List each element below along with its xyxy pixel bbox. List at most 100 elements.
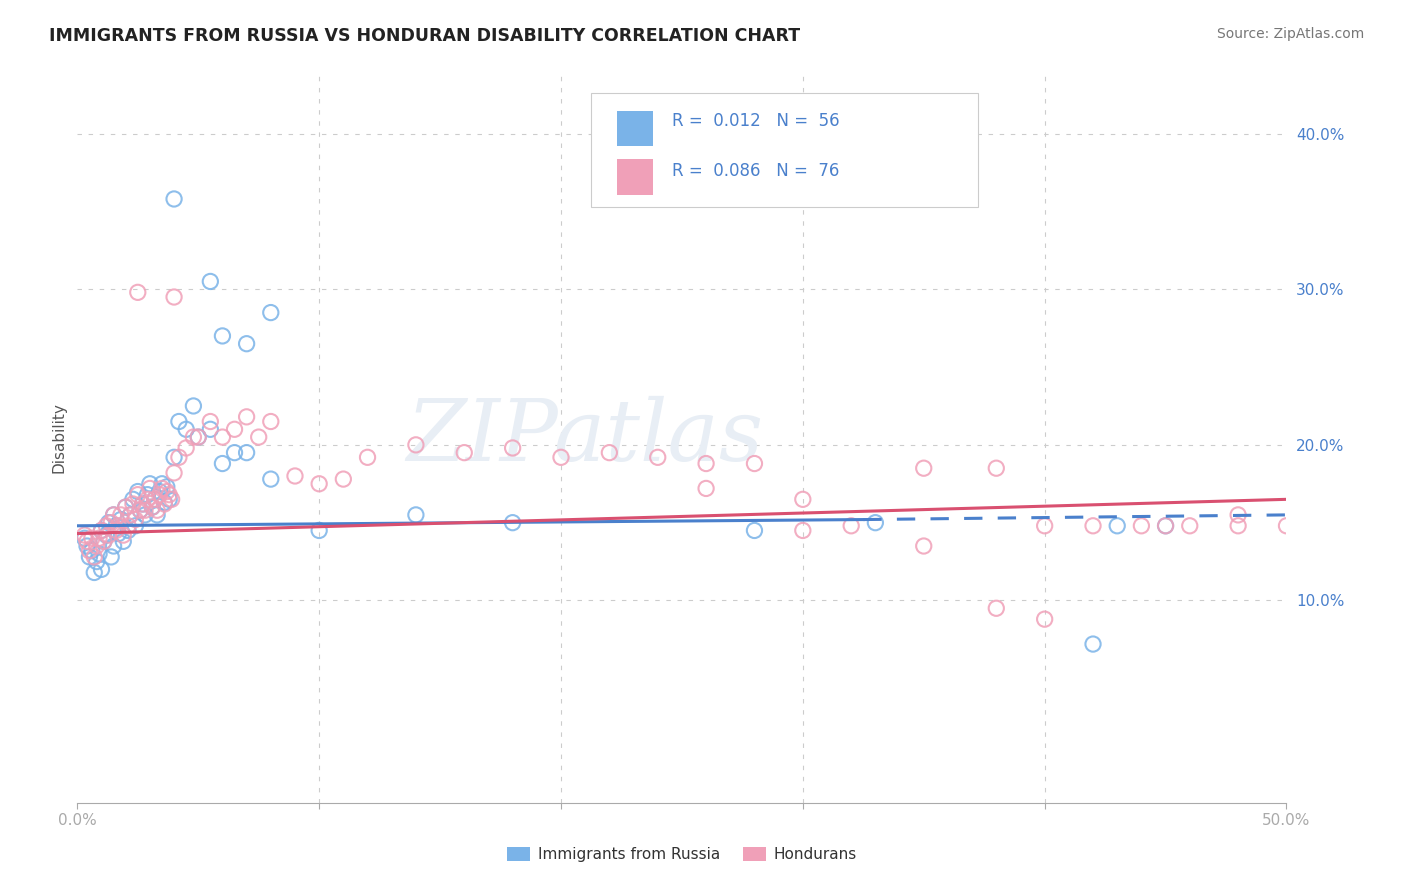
- Point: [76, 539, 98, 553]
- Point: [87, 531, 110, 545]
- Point: [124, 512, 146, 526]
- Point: [146, 508, 169, 522]
- Point: [695, 482, 717, 496]
- Point: [129, 503, 152, 517]
- Point: [260, 415, 283, 429]
- Point: [153, 495, 176, 509]
- Point: [136, 488, 159, 502]
- Point: [356, 450, 378, 465]
- Point: [308, 476, 330, 491]
- Point: [163, 192, 186, 206]
- Point: [839, 518, 862, 533]
- Point: [114, 500, 136, 515]
- Point: [200, 415, 222, 429]
- Point: [308, 524, 330, 538]
- Point: [912, 461, 935, 475]
- Point: [146, 503, 169, 517]
- Point: [96, 518, 118, 533]
- Point: [127, 488, 149, 502]
- Point: [124, 518, 146, 533]
- Point: [1107, 518, 1129, 533]
- Point: [134, 503, 156, 517]
- Point: [260, 472, 283, 486]
- Point: [150, 476, 173, 491]
- Text: R =  0.012   N =  56: R = 0.012 N = 56: [672, 112, 839, 130]
- Point: [73, 531, 96, 545]
- Point: [502, 441, 524, 455]
- Point: [1033, 612, 1056, 626]
- Point: [150, 482, 173, 496]
- Point: [167, 415, 190, 429]
- Point: [1081, 518, 1104, 533]
- Point: [90, 562, 112, 576]
- Point: [235, 409, 257, 424]
- Point: [103, 508, 125, 522]
- Point: [141, 500, 163, 515]
- Point: [183, 399, 205, 413]
- Point: [405, 508, 427, 522]
- Point: [143, 492, 166, 507]
- Y-axis label: Disability: Disability: [51, 401, 66, 473]
- FancyBboxPatch shape: [592, 94, 979, 207]
- Point: [1227, 518, 1250, 533]
- Point: [136, 492, 159, 507]
- Point: [107, 526, 129, 541]
- Point: [122, 492, 145, 507]
- Point: [1130, 518, 1153, 533]
- Point: [550, 450, 572, 465]
- Point: [157, 488, 180, 502]
- Point: [117, 518, 139, 533]
- Legend: Immigrants from Russia, Hondurans: Immigrants from Russia, Hondurans: [501, 841, 863, 868]
- Point: [105, 518, 128, 533]
- Point: [211, 329, 233, 343]
- Point: [97, 516, 120, 530]
- Point: [107, 518, 129, 533]
- Point: [744, 524, 766, 538]
- Point: [157, 492, 180, 507]
- Point: [211, 430, 233, 444]
- Point: [160, 492, 183, 507]
- Point: [260, 305, 283, 319]
- FancyBboxPatch shape: [617, 111, 652, 145]
- Point: [647, 450, 669, 465]
- Point: [97, 528, 120, 542]
- Point: [143, 492, 166, 507]
- Point: [1275, 518, 1298, 533]
- Point: [167, 450, 190, 465]
- Point: [187, 430, 209, 444]
- Point: [986, 601, 1008, 615]
- Point: [235, 445, 257, 459]
- Point: [117, 524, 139, 538]
- Point: [156, 484, 179, 499]
- Point: [224, 445, 246, 459]
- Point: [83, 566, 105, 580]
- Point: [235, 336, 257, 351]
- Point: [114, 500, 136, 515]
- Point: [122, 497, 145, 511]
- Point: [80, 531, 103, 545]
- Point: [174, 422, 197, 436]
- Point: [744, 457, 766, 471]
- Point: [105, 524, 128, 538]
- Point: [134, 508, 156, 522]
- Point: [112, 528, 135, 542]
- Point: [103, 508, 125, 522]
- Point: [224, 422, 246, 436]
- Point: [76, 534, 98, 549]
- Point: [200, 422, 222, 436]
- Point: [127, 484, 149, 499]
- Point: [100, 549, 122, 564]
- Point: [187, 430, 209, 444]
- Point: [1154, 518, 1177, 533]
- Point: [93, 534, 115, 549]
- Point: [153, 497, 176, 511]
- Point: [80, 543, 103, 558]
- Point: [90, 524, 112, 538]
- Point: [79, 543, 101, 558]
- Point: [332, 472, 354, 486]
- Point: [986, 461, 1008, 475]
- Point: [183, 430, 205, 444]
- Point: [1154, 518, 1177, 533]
- Text: IMMIGRANTS FROM RUSSIA VS HONDURAN DISABILITY CORRELATION CHART: IMMIGRANTS FROM RUSSIA VS HONDURAN DISAB…: [49, 27, 800, 45]
- Point: [865, 516, 887, 530]
